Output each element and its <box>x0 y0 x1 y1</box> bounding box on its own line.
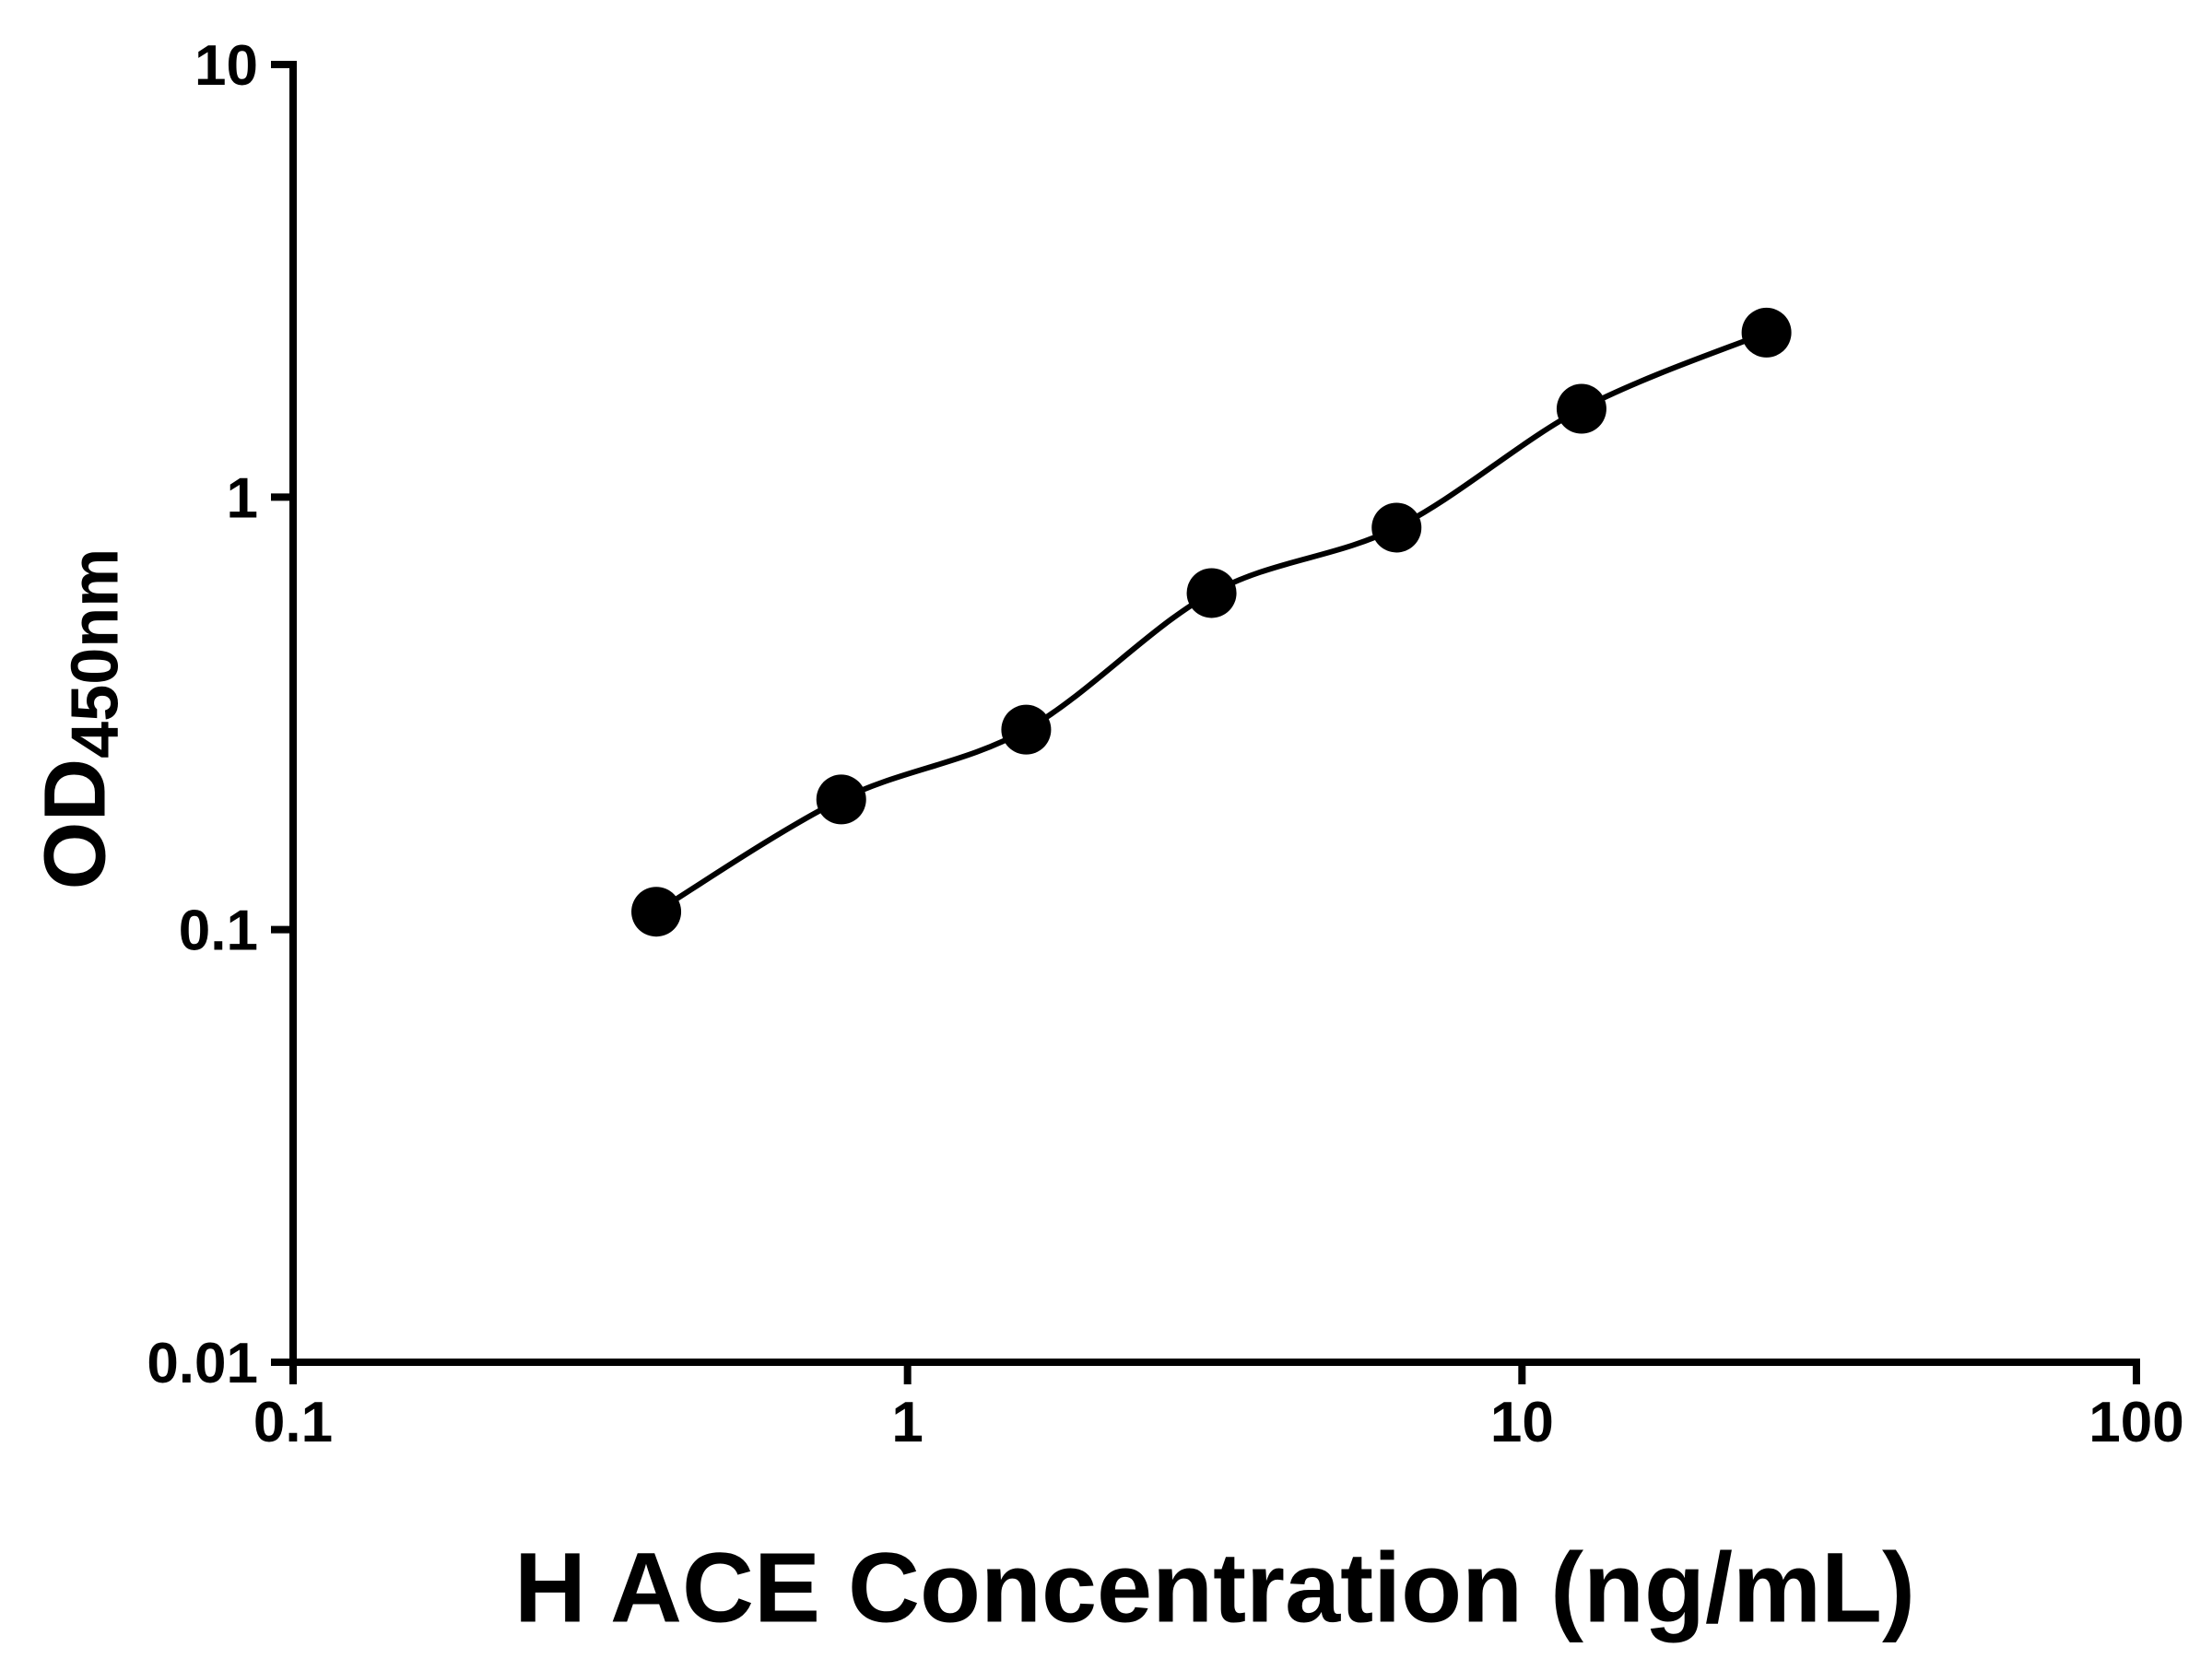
axis-lines <box>289 61 2140 1366</box>
y-axis-title-main: OD <box>26 758 124 890</box>
x-tick-label: 1 <box>891 1391 923 1454</box>
data-point <box>1001 704 1052 755</box>
x-tick-label: 0.1 <box>253 1391 333 1454</box>
data-point <box>816 774 866 825</box>
x-axis-title: H ACE Concentration (ng/mL) <box>514 1531 1915 1643</box>
x-tick-label: 100 <box>2088 1391 2183 1454</box>
y-tick-label: 0.1 <box>179 900 258 963</box>
data-point <box>1186 568 1237 618</box>
data-point <box>1556 383 1606 434</box>
data-point <box>631 887 682 937</box>
y-tick-label: 1 <box>227 466 258 530</box>
y-tick-label: 10 <box>194 34 258 98</box>
y-axis-title: OD450nm <box>27 548 133 890</box>
y-tick-label: 0.01 <box>147 1332 258 1395</box>
y-axis-title-sub: 450nm <box>58 547 133 759</box>
data-point <box>1371 502 1422 553</box>
data-point <box>1741 307 1792 358</box>
x-tick-label: 10 <box>1490 1391 1554 1454</box>
